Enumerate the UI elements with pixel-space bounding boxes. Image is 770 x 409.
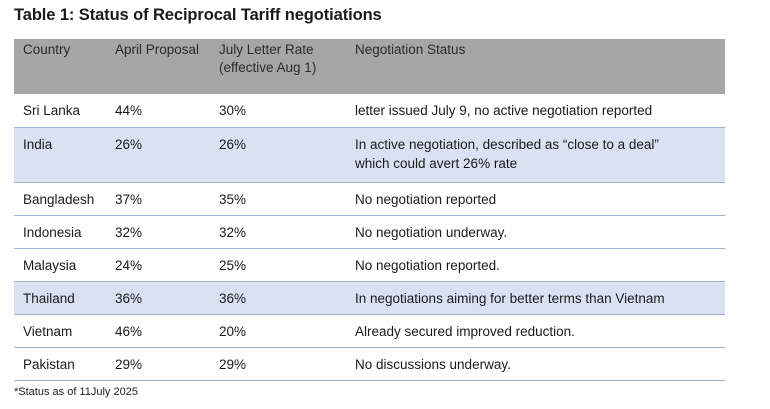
cell-status: letter issued July 9, no active negotiat… xyxy=(346,94,725,128)
cell-country: Sri Lanka xyxy=(14,94,106,128)
cell-status: No negotiation underway. xyxy=(346,215,725,249)
cell-april-proposal: 24% xyxy=(106,248,210,282)
table-row: Malaysia 24% 25% No negotiation reported… xyxy=(14,248,725,282)
table-row: Bangladesh 37% 35% No negotiation report… xyxy=(14,182,725,216)
cell-country: Pakistan xyxy=(14,347,106,381)
cell-july-rate: 20% xyxy=(210,314,346,348)
header-negotiation-status: Negotiation Status xyxy=(346,39,725,94)
cell-july-rate: 26% xyxy=(210,127,346,183)
header-negotiation-status-label: Negotiation Status xyxy=(355,42,466,57)
cell-country: Bangladesh xyxy=(14,182,106,216)
cell-country: Vietnam xyxy=(14,314,106,348)
cell-status: No negotiation reported xyxy=(346,182,725,216)
cell-status: No discussions underway. xyxy=(346,347,725,381)
status-line: letter issued July 9, no active negotiat… xyxy=(355,103,653,118)
table-row: India 26% 26% In active negotiation, des… xyxy=(14,127,725,183)
header-july-letter-rate: July Letter Rate (effective Aug 1) xyxy=(210,39,346,94)
tariff-status-table: Country April Proposal July Letter Rate … xyxy=(14,39,725,381)
cell-country: Indonesia xyxy=(14,215,106,249)
cell-april-proposal: 26% xyxy=(106,127,210,183)
cell-july-rate: 30% xyxy=(210,94,346,128)
cell-status: No negotiation reported. xyxy=(346,248,725,282)
cell-july-rate: 32% xyxy=(210,215,346,249)
cell-status: In active negotiation, described as “clo… xyxy=(346,127,725,183)
cell-country: Malaysia xyxy=(14,248,106,282)
table-row: Pakistan 29% 29% No discussions underway… xyxy=(14,347,725,381)
table-row: Sri Lanka 44% 30% letter issued July 9, … xyxy=(14,94,725,128)
status-line: In negotiations aiming for better terms … xyxy=(355,290,665,306)
footnote: *Status as of 11July 2025 xyxy=(14,386,138,398)
status-line: Already secured improved reduction. xyxy=(355,323,575,339)
cell-status: Already secured improved reduction. xyxy=(346,314,725,348)
cell-country: India xyxy=(14,127,106,183)
header-country-label: Country xyxy=(23,42,71,57)
cell-april-proposal: 46% xyxy=(106,314,210,348)
header-row: Country April Proposal July Letter Rate … xyxy=(14,39,725,94)
header-july-letter-rate-label: July Letter Rate xyxy=(219,42,314,57)
cell-july-rate: 35% xyxy=(210,182,346,216)
cell-april-proposal: 44% xyxy=(106,94,210,128)
cell-april-proposal: 29% xyxy=(106,347,210,381)
status-line: No negotiation underway. xyxy=(355,224,508,240)
cell-country: Thailand xyxy=(14,281,106,315)
status-line: No negotiation reported. xyxy=(355,257,500,273)
status-line: No discussions underway. xyxy=(355,356,511,372)
header-april-proposal-label: April Proposal xyxy=(115,42,200,57)
header-july-letter-rate-sublabel: (effective Aug 1) xyxy=(219,60,317,75)
table-row: Vietnam 46% 20% Already secured improved… xyxy=(14,314,725,348)
cell-july-rate: 29% xyxy=(210,347,346,381)
table-body: Sri Lanka 44% 30% letter issued July 9, … xyxy=(14,94,725,381)
status-line: No negotiation reported xyxy=(355,191,497,207)
status-line: In active negotiation, described as “clo… xyxy=(355,136,659,152)
header-country: Country xyxy=(14,39,106,94)
cell-april-proposal: 36% xyxy=(106,281,210,315)
cell-april-proposal: 37% xyxy=(106,182,210,216)
table-row: Thailand 36% 36% In negotiations aiming … xyxy=(14,281,725,315)
table-row: Indonesia 32% 32% No negotiation underwa… xyxy=(14,215,725,249)
table-title: Table 1: Status of Reciprocal Tariff neg… xyxy=(14,6,382,24)
cell-july-rate: 36% xyxy=(210,281,346,315)
cell-july-rate: 25% xyxy=(210,248,346,282)
cell-status: In negotiations aiming for better terms … xyxy=(346,281,725,315)
cell-april-proposal: 32% xyxy=(106,215,210,249)
status-line-2: which could avert 26% rate xyxy=(355,155,518,171)
header-april-proposal: April Proposal xyxy=(106,39,210,94)
table-header: Country April Proposal July Letter Rate … xyxy=(14,39,725,94)
